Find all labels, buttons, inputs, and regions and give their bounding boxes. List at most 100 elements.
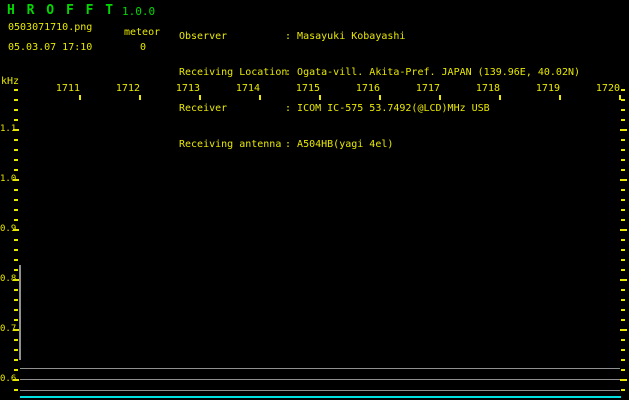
y-minor-tick-right	[621, 359, 625, 361]
y-minor-tick-left	[14, 169, 18, 171]
y-major-tick-left	[13, 179, 19, 181]
y-major-tick-left	[13, 329, 19, 331]
y-minor-tick-right	[621, 199, 625, 201]
y-minor-tick-left	[14, 349, 18, 351]
carrier-line-trace	[20, 396, 621, 398]
x-tick-mark	[499, 95, 501, 100]
x-tick-label: 1718	[475, 83, 500, 94]
info-label: Receiving Location	[179, 67, 288, 78]
y-major-tick-left	[13, 229, 19, 231]
y-major-tick-left	[13, 379, 19, 381]
y-minor-tick-left	[14, 239, 18, 241]
y-minor-tick-left	[14, 319, 18, 321]
y-minor-tick-right	[621, 389, 625, 391]
y-minor-tick-left	[14, 269, 18, 271]
x-tick-label: 1720	[595, 83, 620, 94]
info-row: Receiver ICOM IC-575 53.7492(@LCD)MHz USB	[179, 103, 580, 115]
x-tick-label: 1714	[235, 83, 260, 94]
y-major-tick-left	[13, 279, 19, 281]
y-axis-unit-label: kHz	[1, 76, 20, 87]
y-minor-tick-right	[621, 149, 625, 151]
x-tick-mark	[619, 95, 621, 100]
carrier-line-trace	[20, 367, 620, 370]
x-tick-mark	[559, 95, 561, 100]
info-label: Receiving antenna	[179, 139, 282, 150]
x-tick-label: 1719	[535, 83, 560, 94]
y-minor-tick-left	[14, 299, 18, 301]
y-minor-tick-right	[621, 109, 625, 111]
y-minor-tick-right	[621, 249, 625, 251]
y-minor-tick-right	[621, 189, 625, 191]
y-minor-tick-left	[14, 259, 18, 261]
y-minor-tick-left	[14, 119, 18, 121]
y-major-tick-right	[620, 379, 627, 381]
carrier-line-trace	[20, 389, 620, 392]
info-row: Receiving LocationOgata-vill. Akita-Pref…	[179, 67, 580, 79]
y-tick-label: 0.8	[0, 274, 17, 284]
y-minor-tick-left	[14, 209, 18, 211]
y-minor-tick-left	[14, 219, 18, 221]
carrier-line-trace	[20, 378, 620, 381]
y-minor-tick-right	[621, 119, 625, 121]
echo-count: 0	[140, 42, 147, 53]
mode-label: meteor	[124, 27, 161, 38]
info-label: Receiver	[179, 103, 228, 114]
x-tick-label: 1717	[415, 83, 440, 94]
y-minor-tick-right	[621, 209, 625, 211]
y-minor-tick-right	[621, 339, 625, 341]
station-info: Observer Masayuki Kobayashi Receiving Loc…	[179, 7, 580, 175]
y-major-tick-right	[620, 129, 627, 131]
y-minor-tick-left	[14, 249, 18, 251]
y-minor-tick-right	[621, 289, 625, 291]
y-minor-tick-left	[14, 109, 18, 111]
y-minor-tick-right	[621, 369, 625, 371]
x-tick-mark	[199, 95, 201, 100]
y-minor-tick-right	[621, 139, 625, 141]
y-major-tick-right	[620, 179, 627, 181]
y-minor-tick-right	[621, 269, 625, 271]
y-minor-tick-left	[14, 149, 18, 151]
y-major-tick-right	[620, 229, 627, 231]
y-major-tick-left	[13, 129, 19, 131]
y-minor-tick-left	[14, 309, 18, 311]
info-row: Observer Masayuki Kobayashi	[179, 31, 580, 43]
y-minor-tick-right	[621, 89, 625, 91]
info-value: Masayuki Kobayashi	[285, 31, 405, 42]
datetime-label: 05.03.07 17:10	[8, 42, 93, 53]
y-minor-tick-right	[621, 319, 625, 321]
y-minor-tick-right	[621, 259, 625, 261]
output-filename: 0503071710.png	[8, 22, 93, 33]
y-major-tick-right	[620, 329, 627, 331]
x-tick-mark	[319, 95, 321, 100]
y-minor-tick-left	[14, 199, 18, 201]
y-minor-tick-right	[621, 159, 625, 161]
info-row: Receiving antennaA504HB(yagi 4el)	[179, 139, 580, 151]
y-tick-label: 0.7	[0, 324, 17, 334]
y-minor-tick-left	[14, 139, 18, 141]
y-minor-tick-left	[14, 389, 18, 391]
info-value: Ogata-vill. Akita-Pref. JAPAN (139.96E, …	[285, 67, 580, 78]
y-minor-tick-right	[621, 239, 625, 241]
x-tick-mark	[379, 95, 381, 100]
y-minor-tick-left	[14, 369, 18, 371]
y-minor-tick-right	[621, 309, 625, 311]
y-minor-tick-right	[621, 349, 625, 351]
x-tick-label: 1715	[295, 83, 320, 94]
x-tick-label: 1711	[55, 83, 80, 94]
info-value: A504HB(yagi 4el)	[285, 139, 393, 150]
y-minor-tick-right	[621, 219, 625, 221]
y-tick-label: 1.1	[0, 124, 17, 134]
y-minor-tick-left	[14, 99, 18, 101]
x-tick-mark	[439, 95, 441, 100]
y-minor-tick-left	[14, 189, 18, 191]
y-minor-tick-right	[621, 299, 625, 301]
startup-artifact-trace	[19, 265, 21, 360]
y-minor-tick-left	[14, 89, 18, 91]
y-minor-tick-left	[14, 339, 18, 341]
y-minor-tick-left	[14, 359, 18, 361]
y-minor-tick-left	[14, 289, 18, 291]
y-minor-tick-left	[14, 159, 18, 161]
x-tick-label: 1713	[175, 83, 200, 94]
